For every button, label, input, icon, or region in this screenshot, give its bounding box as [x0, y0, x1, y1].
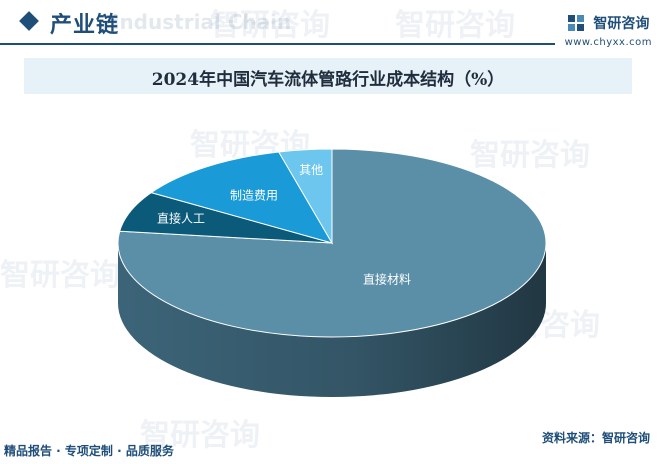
- brand-logo-block: 智研咨询 www.chyxx.com: [565, 12, 652, 48]
- pie-slice-label: 其他: [299, 163, 323, 177]
- pie-slice: [277, 148, 333, 245]
- section-title: 产业链: [50, 13, 120, 38]
- pie-slice-label: 直接人工: [157, 211, 205, 226]
- pie-slice-label: 直接材料: [363, 272, 411, 287]
- header-divider: [0, 43, 555, 45]
- pie-slice: [117, 148, 547, 338]
- pie-slice: [150, 151, 334, 244]
- pie-side-shading: [118, 243, 546, 397]
- footer-slogan: 精品报告 · 专项定制 · 品质服务: [4, 444, 174, 458]
- chart-title-band: 2024年中国汽车流体管路行业成本结构（%）: [24, 58, 632, 94]
- chart-title: 2024年中国汽车流体管路行业成本结构（%）: [151, 70, 505, 90]
- brand-url: www.chyxx.com: [564, 36, 652, 48]
- brand-name: 智研咨询: [593, 15, 650, 32]
- source-note: 资料来源：智研咨询: [541, 431, 650, 445]
- brand-logo-icon: [568, 14, 585, 31]
- pie-slice-label: 制造费用: [230, 188, 278, 202]
